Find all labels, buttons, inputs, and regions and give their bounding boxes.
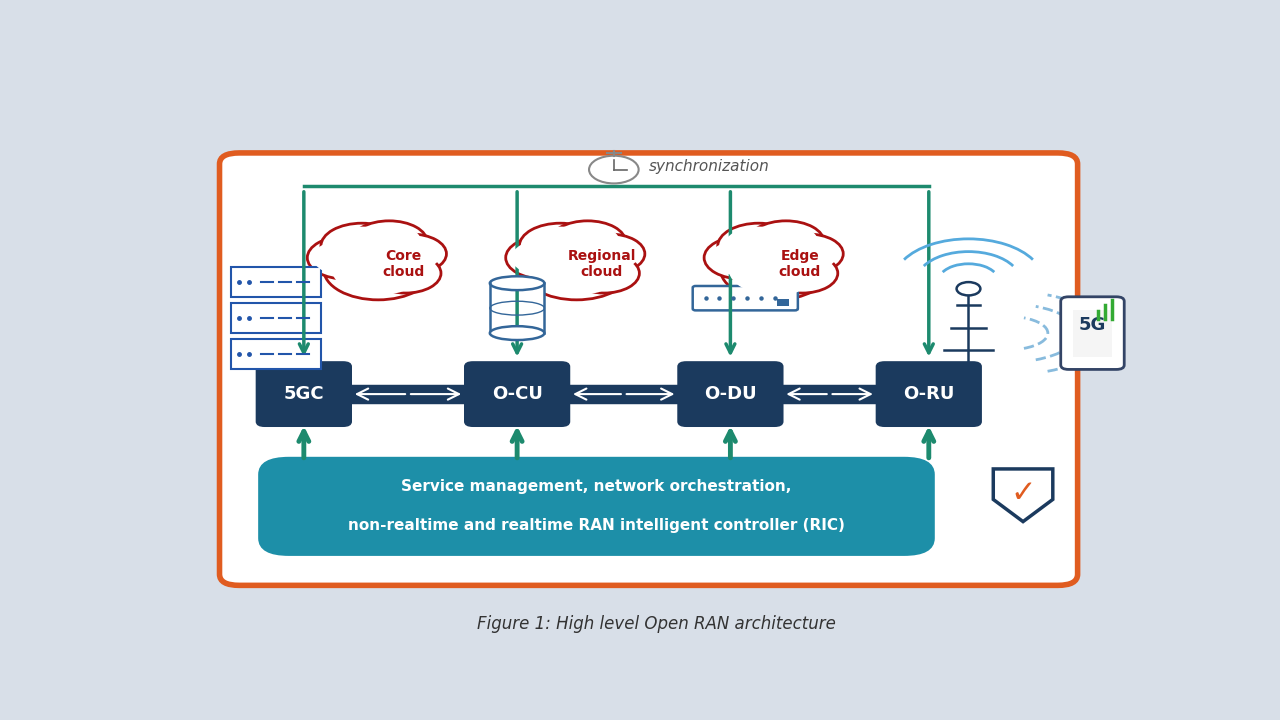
Ellipse shape: [490, 326, 544, 340]
Circle shape: [772, 256, 832, 290]
Circle shape: [506, 236, 582, 279]
Circle shape: [549, 221, 626, 264]
FancyBboxPatch shape: [877, 362, 980, 426]
Circle shape: [375, 256, 435, 290]
Circle shape: [778, 237, 838, 271]
Text: O-CU: O-CU: [492, 385, 543, 403]
Text: 5G: 5G: [1079, 316, 1106, 334]
Circle shape: [328, 227, 397, 266]
Circle shape: [370, 253, 442, 293]
Circle shape: [556, 224, 620, 261]
Text: O-DU: O-DU: [704, 385, 756, 403]
Text: ✓: ✓: [1010, 480, 1036, 508]
Text: synchronization: synchronization: [649, 159, 769, 174]
Circle shape: [728, 243, 822, 295]
Circle shape: [710, 240, 774, 276]
FancyBboxPatch shape: [692, 286, 797, 310]
FancyBboxPatch shape: [259, 458, 934, 555]
FancyBboxPatch shape: [1073, 310, 1112, 356]
FancyBboxPatch shape: [232, 266, 321, 297]
Circle shape: [589, 156, 639, 184]
FancyBboxPatch shape: [777, 300, 788, 306]
Ellipse shape: [490, 276, 544, 290]
Text: Edge
cloud: Edge cloud: [778, 248, 820, 279]
FancyBboxPatch shape: [490, 283, 544, 333]
Circle shape: [351, 221, 428, 264]
Circle shape: [573, 234, 645, 274]
Text: 5GC: 5GC: [284, 385, 324, 403]
Circle shape: [307, 236, 384, 279]
Text: Core
cloud: Core cloud: [381, 248, 424, 279]
Circle shape: [530, 243, 623, 295]
Text: O-RU: O-RU: [904, 385, 955, 403]
Circle shape: [526, 227, 595, 266]
Circle shape: [321, 223, 403, 269]
FancyBboxPatch shape: [220, 153, 1078, 585]
Circle shape: [721, 239, 829, 300]
Text: Regional
cloud: Regional cloud: [567, 248, 636, 279]
Circle shape: [357, 224, 421, 261]
Circle shape: [520, 223, 602, 269]
Circle shape: [754, 224, 818, 261]
Text: non-realtime and realtime RAN intelligent controller (RIC): non-realtime and realtime RAN intelligen…: [348, 518, 845, 534]
FancyBboxPatch shape: [232, 302, 321, 333]
Text: Figure 1: High level Open RAN architecture: Figure 1: High level Open RAN architectu…: [476, 615, 836, 633]
Polygon shape: [993, 469, 1053, 521]
Circle shape: [718, 223, 800, 269]
Circle shape: [573, 256, 634, 290]
Circle shape: [522, 239, 631, 300]
Circle shape: [748, 221, 824, 264]
FancyBboxPatch shape: [1061, 297, 1124, 369]
Circle shape: [512, 240, 576, 276]
FancyBboxPatch shape: [257, 362, 351, 426]
Circle shape: [956, 282, 980, 295]
Circle shape: [324, 239, 433, 300]
Circle shape: [381, 237, 442, 271]
FancyBboxPatch shape: [678, 362, 782, 426]
FancyBboxPatch shape: [232, 338, 321, 369]
FancyBboxPatch shape: [465, 362, 570, 426]
Circle shape: [580, 237, 640, 271]
Circle shape: [568, 253, 640, 293]
Circle shape: [704, 236, 781, 279]
Circle shape: [724, 227, 794, 266]
Circle shape: [772, 234, 844, 274]
Circle shape: [314, 240, 378, 276]
Text: Service management, network orchestration,: Service management, network orchestratio…: [402, 480, 791, 495]
Circle shape: [332, 243, 425, 295]
Circle shape: [767, 253, 838, 293]
Circle shape: [375, 234, 447, 274]
